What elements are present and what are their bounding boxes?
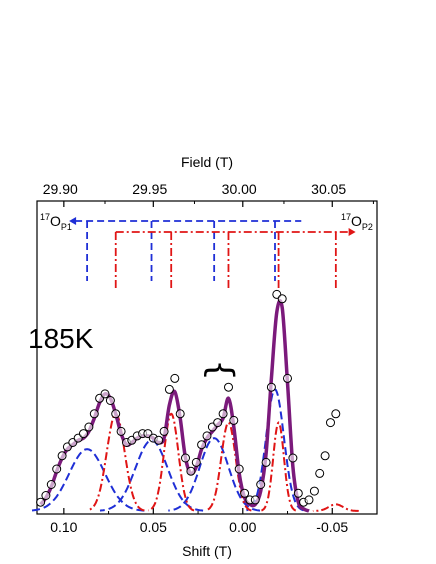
bottom-tick-label: 0.10 xyxy=(50,519,77,535)
data-point xyxy=(256,480,266,489)
data-points-group xyxy=(36,289,341,507)
bottom-axis-title: Shift (T) xyxy=(182,543,232,559)
p2-component-peak xyxy=(261,421,297,512)
data-point xyxy=(41,491,51,500)
data-point xyxy=(261,457,271,467)
data-point xyxy=(202,431,212,441)
data-point xyxy=(326,418,335,428)
data-point xyxy=(224,382,233,392)
data-point xyxy=(213,418,223,428)
bottom-tick-label: 0.05 xyxy=(140,519,167,535)
data-point xyxy=(164,384,174,394)
top-tick-label: 30.05 xyxy=(311,181,346,197)
plot-frame xyxy=(36,200,378,515)
stick-diagram xyxy=(69,217,356,290)
data-point xyxy=(36,497,46,507)
data-point xyxy=(46,480,56,489)
data-point xyxy=(116,426,126,436)
p1-component-peak xyxy=(168,437,261,512)
p2-component-peak xyxy=(312,503,359,512)
data-point xyxy=(197,440,207,450)
p2-component-peak xyxy=(148,412,195,512)
fit-components xyxy=(29,388,359,512)
p2-component-peak xyxy=(205,421,252,512)
data-point xyxy=(229,415,239,425)
site-p1-arrowhead xyxy=(69,217,77,225)
data-point xyxy=(111,409,121,419)
site-p1-sup: 17 xyxy=(40,212,50,222)
data-point xyxy=(175,409,185,419)
data-point xyxy=(181,453,190,463)
site-p2-base: O xyxy=(351,213,362,229)
data-point xyxy=(89,409,99,419)
data-point xyxy=(170,373,180,383)
data-point xyxy=(331,409,341,419)
site-p2-sub: P2 xyxy=(362,222,373,232)
data-point xyxy=(304,495,314,505)
data-point xyxy=(218,409,228,419)
data-point xyxy=(100,389,110,399)
data-point xyxy=(309,486,319,496)
data-point xyxy=(186,466,196,476)
axis-ticks: 0.10 0.05 0.00 -0.05 29.90 29.95 30.00 30.05 xyxy=(43,181,374,535)
data-point xyxy=(315,468,325,478)
data-point xyxy=(191,457,201,467)
p2-component-peak xyxy=(86,412,145,512)
sample-temperature-label: 185K xyxy=(28,323,94,354)
data-point xyxy=(277,294,287,304)
site-p2-label: 17OP2 xyxy=(341,212,373,232)
site-p1-base: O xyxy=(50,213,61,229)
p1-component-peak xyxy=(29,448,145,512)
bottom-tick-label: 0.00 xyxy=(229,519,256,535)
site-p2-arrowhead xyxy=(348,228,356,236)
data-point xyxy=(266,382,276,392)
data-point xyxy=(250,495,260,505)
site-p2-sup: 17 xyxy=(341,212,351,222)
top-tick-label: 29.95 xyxy=(132,181,167,197)
data-point xyxy=(293,488,303,498)
data-point xyxy=(154,435,164,445)
site-p1-label: 17OP1 xyxy=(40,212,72,232)
data-point xyxy=(84,422,94,432)
brace-annotation: } xyxy=(199,359,239,381)
data-point xyxy=(105,396,115,405)
site-p1-sub: P1 xyxy=(61,222,72,232)
data-point xyxy=(283,373,292,383)
top-tick-label: 29.90 xyxy=(43,181,78,197)
data-point xyxy=(234,464,244,474)
data-point xyxy=(240,488,250,498)
top-tick-label: 30.00 xyxy=(222,181,257,197)
data-point xyxy=(159,426,169,436)
top-axis-title: Field (T) xyxy=(181,154,233,170)
data-point xyxy=(288,453,298,463)
data-point xyxy=(52,464,62,474)
bottom-tick-label: -0.05 xyxy=(316,519,348,535)
data-point xyxy=(320,451,330,461)
p1-component-peak xyxy=(99,439,204,512)
data-point xyxy=(79,429,88,439)
data-point xyxy=(57,451,67,461)
